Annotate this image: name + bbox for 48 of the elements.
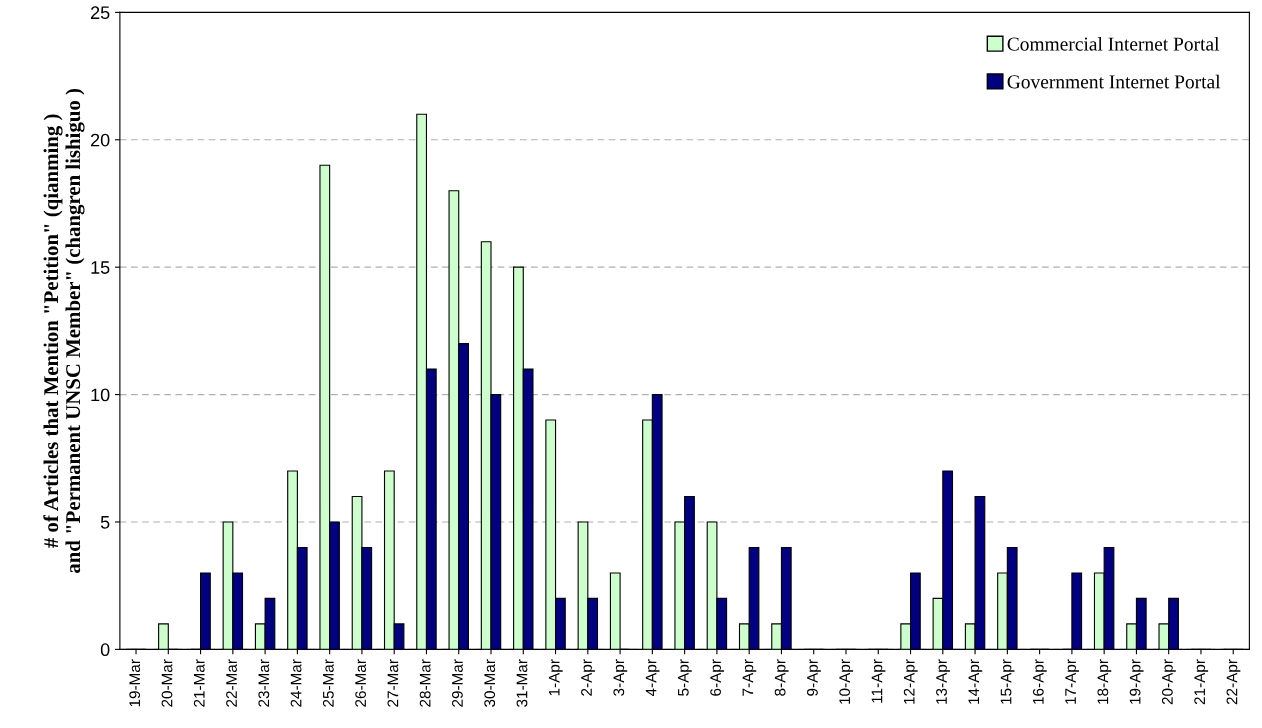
x-tick-label: 7-Apr bbox=[742, 659, 757, 696]
x-tick-label: 31-Mar bbox=[516, 659, 528, 707]
x-tick-label: 20-Apr bbox=[1161, 659, 1176, 705]
x-tick-label: 1-Apr bbox=[548, 659, 563, 696]
x-tick-label: 22-Apr bbox=[1226, 659, 1241, 705]
x-tick-label: 27-Mar bbox=[387, 659, 399, 707]
x-tick-label: 23-Mar bbox=[258, 659, 270, 707]
x-tick-label: 29-Mar bbox=[452, 659, 463, 707]
y-tick-label: 25 bbox=[91, 6, 110, 20]
x-tick-label: 5-Apr bbox=[678, 659, 692, 696]
x-tick-label: 13-Apr bbox=[936, 659, 950, 704]
x-tick-label: 4-Apr bbox=[645, 659, 660, 697]
y-tick-label: 0 bbox=[100, 643, 110, 657]
bar bbox=[1071, 572, 1083, 650]
x-tick-label: 21-Apr bbox=[1194, 659, 1209, 705]
bar bbox=[158, 623, 169, 650]
y-tick-label: 20 bbox=[91, 133, 110, 147]
x-tick-label: 24-Mar bbox=[290, 659, 302, 707]
x-tick-label: 19-Mar bbox=[129, 659, 141, 707]
x-tick-label: 12-Apr bbox=[903, 659, 918, 704]
x-tick-label: 9-Apr bbox=[807, 659, 821, 696]
x-tick-label: 6-Apr bbox=[710, 659, 725, 696]
legend-label: Commercial Internet Portal bbox=[1007, 36, 1220, 51]
legend-label: Government Internet Portal bbox=[1007, 74, 1221, 89]
x-tick-label: 19-Apr bbox=[1129, 659, 1144, 704]
x-tick-label: 18-Apr bbox=[1097, 659, 1112, 704]
x-tick-label: 2-Apr bbox=[581, 659, 595, 696]
x-tick-label: 17-Apr bbox=[1065, 659, 1080, 704]
x-tick-label: 25-Mar bbox=[322, 659, 334, 707]
x-tick-label: 26-Mar bbox=[355, 659, 367, 707]
x-tick-label: 11-Apr bbox=[871, 659, 886, 703]
x-tick-label: 16-Apr bbox=[1032, 659, 1047, 704]
bar bbox=[609, 572, 621, 650]
x-tick-label: 8-Apr bbox=[774, 659, 789, 696]
x-tick-label: 30-Mar bbox=[484, 659, 496, 707]
x-tick-label: 3-Apr bbox=[613, 659, 628, 696]
y-tick-label: 15 bbox=[91, 261, 110, 274]
y-tick-label: 10 bbox=[91, 388, 110, 402]
x-tick-label: 14-Apr bbox=[968, 659, 983, 704]
x-tick-label: 22-Mar bbox=[226, 659, 237, 707]
y-tick-label: 5 bbox=[100, 516, 110, 529]
bar bbox=[200, 572, 211, 650]
x-tick-label: 21-Mar bbox=[193, 659, 205, 707]
x-tick-label: 28-Mar bbox=[419, 659, 431, 707]
x-tick-label: 20-Mar bbox=[161, 659, 173, 707]
x-tick-label: 15-Apr bbox=[1000, 659, 1015, 704]
y-axis-title: # of Articles that Mention "Petition" (qianming ) and "Permanent UNSC Member" (changren lishiguo ) bbox=[43, 88, 85, 574]
x-tick-label: 10-Apr bbox=[839, 659, 854, 704]
